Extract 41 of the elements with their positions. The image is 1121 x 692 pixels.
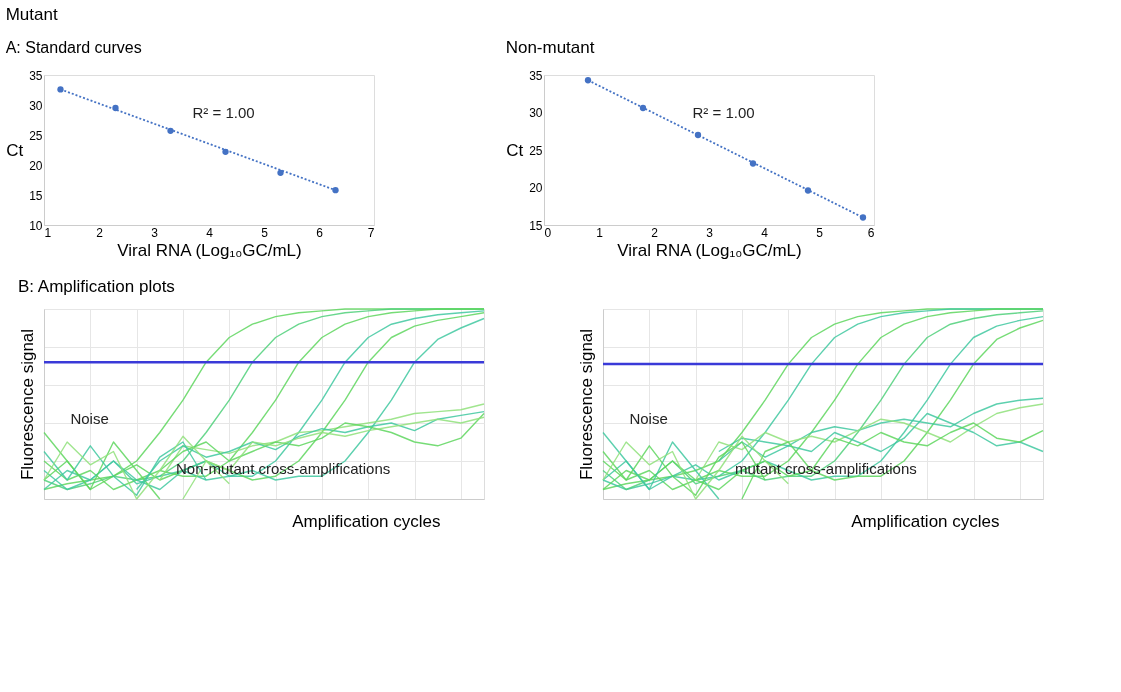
x-axis-title: Viral RNA (Log₁₀GC/mL) xyxy=(617,240,802,260)
y-tick-label: 30 xyxy=(29,98,43,113)
y-tick-label: 25 xyxy=(529,143,543,158)
x-tick-label: 0 xyxy=(544,225,552,240)
y-tick-label: 30 xyxy=(529,106,543,120)
x-tick-label: 1 xyxy=(44,225,52,240)
x-tick-label: 6 xyxy=(867,225,875,240)
chart-title: B: Amplification plots xyxy=(18,277,175,297)
x-axis-title: Amplification cycles xyxy=(292,511,441,531)
x-tick-label: 6 xyxy=(316,225,324,240)
x-tick-label: 2 xyxy=(96,225,104,240)
chart-title: Non-mutant xyxy=(505,38,595,57)
y-axis-title: Ct xyxy=(506,140,524,160)
annotation: R² = 1.00 xyxy=(692,103,755,121)
y-axis-title: Ct xyxy=(6,140,24,160)
x-tick-label: 1 xyxy=(596,225,604,240)
chart-title: Mutant xyxy=(5,5,58,24)
x-tick-label: 7 xyxy=(367,225,375,240)
y-tick-label: 35 xyxy=(29,68,43,83)
x-tick-label: 4 xyxy=(206,225,214,240)
y-tick-label: 20 xyxy=(529,181,543,195)
y-axis-title: Fluorescence signal xyxy=(576,328,596,481)
y-tick-label: 10 xyxy=(29,218,43,233)
x-axis-title: Amplification cycles xyxy=(851,511,1000,531)
y-tick-label: 20 xyxy=(29,158,43,173)
x-tick-label: 4 xyxy=(761,225,769,240)
x-tick-label: 2 xyxy=(651,225,659,240)
y-axis-title: Fluorescence signal xyxy=(17,328,37,481)
y-tick-label: 15 xyxy=(529,218,543,233)
x-axis-title: Viral RNA (Log₁₀GC/mL) xyxy=(117,240,302,260)
y-tick-label: 15 xyxy=(29,188,43,203)
y-tick-label: 25 xyxy=(29,128,43,143)
chart-subtitle: A: Standard curves xyxy=(5,39,142,56)
annotation: Noise xyxy=(70,410,109,428)
annotation: Noise xyxy=(629,410,668,428)
annotation: R² = 1.00 xyxy=(192,103,255,121)
x-tick-label: 3 xyxy=(151,225,159,240)
x-tick-label: 3 xyxy=(706,225,714,240)
x-tick-label: 5 xyxy=(261,225,269,240)
y-tick-label: 35 xyxy=(529,68,543,83)
x-tick-label: 5 xyxy=(816,225,824,240)
